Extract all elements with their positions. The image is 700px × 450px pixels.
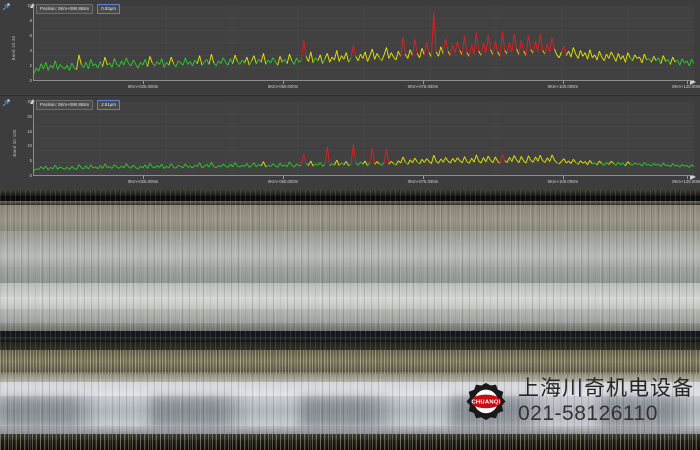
pin-icon[interactable] <box>2 98 11 107</box>
chart-panel-band-10-30[interactable]: Band 10-30 0 2 4 6 8 10 Position: 0Km+098.955… <box>0 0 700 95</box>
chart1-y-arrow-icon <box>30 3 36 8</box>
chart1-waveform <box>34 6 694 80</box>
rail-surface-image: CHUANQI 上海川奇机电设备 021-58126110 <box>0 190 700 450</box>
y-tick-label: 0 <box>29 78 32 83</box>
y-tick-label: 2 <box>29 63 32 68</box>
chart1-xticks: 0Km+025.000m 0Km+050.000m 0Km+075.000m 0Km+… <box>33 81 700 95</box>
chart2-position-badge[interactable]: Position: 0Km+098.955m 2.51µm <box>36 100 120 110</box>
y-tick-label: 5 <box>29 158 32 164</box>
chuanqi-gear-logo-icon: CHUANQI <box>466 382 506 421</box>
chart2-yticks: 0 5 10 15 20 25 <box>12 99 32 178</box>
x-tick-label: 0Km+075.000m <box>407 179 439 184</box>
y-tick-label: 6 <box>29 33 32 38</box>
watermark-company-name: 上海川奇机电设备 <box>518 376 694 400</box>
y-tick-label: 15 <box>27 128 32 134</box>
chart1-position-badge[interactable]: Position: 0Km+098.955m 0.83µm <box>36 4 120 14</box>
x-tick-label: 0Km+025.000m <box>127 84 159 89</box>
x-tick-label: 0Km+100.000m <box>547 179 579 184</box>
watermark-telephone: 021-58126110 <box>518 402 658 425</box>
chart2-plot-area[interactable] <box>33 102 694 176</box>
y-tick-label: 10 <box>27 143 32 149</box>
x-tick-label: 0Km+050.000m <box>267 84 299 89</box>
x-tick-label: 0Km+125.000m <box>672 179 700 184</box>
y-tick-label: 25 <box>27 99 32 104</box>
x-tick-label: 0Km+050.000m <box>267 179 299 184</box>
chart2-y-arrow-icon <box>30 99 36 104</box>
x-tick-label: 0Km+100.000m <box>547 84 579 89</box>
chart2-value-text: 2.51µm <box>97 100 120 110</box>
x-tick-mark <box>422 81 424 84</box>
svg-text:CHUANQI: CHUANQI <box>471 400 500 406</box>
chart1-plot-area[interactable] <box>33 6 694 81</box>
x-tick-mark <box>283 81 285 84</box>
chart-panel-band-30-100[interactable]: Band 30-100 0 5 10 15 20 25 Position: 0Km+098… <box>0 95 700 190</box>
x-tick-mark <box>687 81 689 84</box>
chart2-x-arrow-icon <box>690 174 696 180</box>
x-tick-mark <box>422 176 424 179</box>
chart1-yticks: 0 2 4 6 8 10 <box>12 3 32 83</box>
chart2-waveform <box>34 102 694 175</box>
x-tick-mark <box>283 176 285 179</box>
x-tick-label: 0Km+125.000m <box>672 84 700 89</box>
chart1-position-text: Position: 0Km+098.955m <box>36 4 94 14</box>
x-tick-label: 0Km+075.000m <box>407 84 439 89</box>
y-tick-label: 8 <box>29 18 32 23</box>
watermark: CHUANQI 上海川奇机电设备 021-58126110 <box>463 378 694 424</box>
x-tick-mark <box>143 176 145 179</box>
y-tick-label: 4 <box>29 48 32 53</box>
x-tick-mark <box>687 176 689 179</box>
x-tick-mark <box>562 176 564 179</box>
pin-icon[interactable] <box>2 2 11 11</box>
y-tick-label: 20 <box>27 113 32 119</box>
chart1-value-text: 0.83µm <box>97 4 120 14</box>
x-tick-mark <box>562 81 564 84</box>
chart1-x-arrow-icon <box>690 79 696 85</box>
x-tick-label: 0Km+025.000m <box>127 179 159 184</box>
chart2-xticks: 0Km+025.000m 0Km+050.000m 0Km+075.000m 0Km+… <box>33 176 700 190</box>
y-tick-label: 10 <box>27 3 32 8</box>
chart2-position-text: Position: 0Km+098.955m <box>36 100 94 110</box>
x-tick-mark <box>143 81 145 84</box>
y-tick-label: 0 <box>29 173 32 178</box>
